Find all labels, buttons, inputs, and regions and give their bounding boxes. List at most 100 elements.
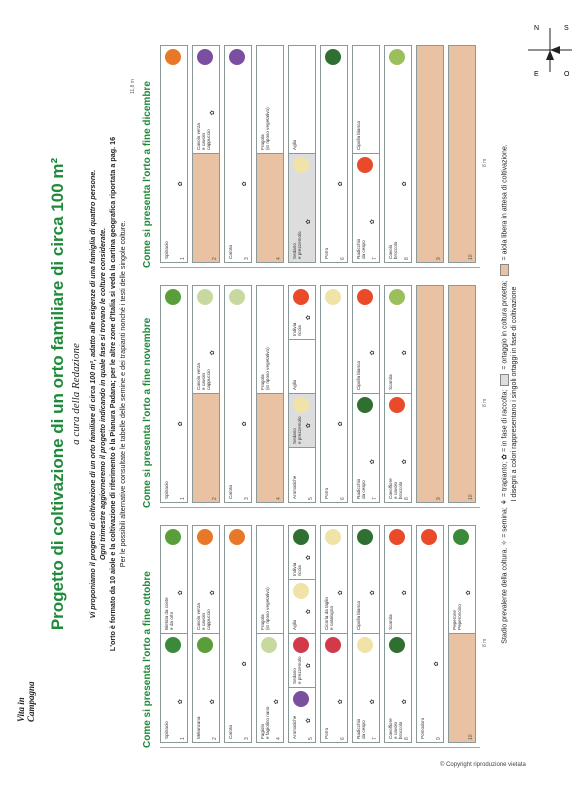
bed-row: 6 Porro ✿ xyxy=(320,285,348,503)
crop-cell: Porro ✿ xyxy=(321,286,347,502)
stage-icon: ✿ xyxy=(178,181,184,187)
stage-icon: ✿ xyxy=(402,181,408,187)
vegetable-illustration-icon xyxy=(421,529,437,545)
stage-icon: ✿ xyxy=(370,350,376,356)
crop-label: Cipolla bianca xyxy=(356,121,361,150)
crop-label: Porro xyxy=(324,487,329,499)
crop-label: Carota xyxy=(228,485,233,499)
vegetable-illustration-icon xyxy=(325,289,341,305)
bed-row: 8 Cavolfiore e cavolo broccolo ✿ Scarola ✿ xyxy=(384,525,412,743)
vegetable-illustration-icon xyxy=(325,637,341,653)
bed-row: 5 Aromatiche ✿ Sedano e prezzemolo ✿ Aglio ✿ In… xyxy=(288,525,316,743)
total-dimension: 11,8 m xyxy=(130,79,136,94)
crop-cell: Porro ✿ xyxy=(321,634,347,742)
free-bed-swatch xyxy=(500,264,509,277)
crop-label: Carota xyxy=(228,245,233,259)
crop-label: Cavolo broccolo xyxy=(388,241,399,259)
crop-cell: Peperone Peperoncino ✿ xyxy=(449,526,475,634)
harvest-icon: ✿ xyxy=(501,454,509,460)
crop-label: Radicchio da cespo xyxy=(356,478,367,499)
crop-label: Sedano e prezzemolo xyxy=(292,656,303,684)
crop-cell: Cavolo verza e cavolo cappuccio ✿ xyxy=(193,286,219,394)
bed-row: 4 Fragola (in riposo vegetativo) xyxy=(256,45,284,263)
bed-row: 6 Porro ✿ Cicoria da taglio e catalogna ✿ xyxy=(320,525,348,743)
crop-label: Sedano e prezzemolo xyxy=(292,231,303,259)
month-panel-1: Come si presenta l'orto a fine ottobre 1 S… xyxy=(142,521,488,748)
crop-label: Bietola da coste e da orto xyxy=(164,597,175,630)
vegetable-illustration-icon xyxy=(389,637,405,653)
crop-cell: Aglio xyxy=(289,340,315,394)
stage-icon: ✿ xyxy=(210,350,216,356)
crop-cell: Scarola ✿ xyxy=(385,286,411,394)
crop-cell xyxy=(417,46,443,262)
crop-label: Aromatiche xyxy=(292,475,297,499)
stage-icon: ✿ xyxy=(370,219,376,225)
crop-label: Cicoria da taglio e catalogna xyxy=(324,597,335,630)
stage-icon: ✿ xyxy=(338,421,344,427)
legend-line-2: I disegni a colori rappresentano i singo… xyxy=(511,286,519,502)
bed-row: 5Sedano e prezzemolo✿Aglio xyxy=(288,45,316,263)
legend-prefix: Stadio prevalente della coltura. xyxy=(501,547,509,644)
panel-title: Come si presenta l'orto a fine novembre xyxy=(142,317,153,508)
bed-row: 1 Spinacio ✿ Bietola da coste e da orto ✿ xyxy=(160,525,188,743)
vegetable-illustration-icon xyxy=(293,691,309,707)
crop-label: Cipolla bianca xyxy=(356,361,361,390)
crop-cell: Cicoria da taglio e catalogna ✿ xyxy=(321,526,347,634)
crop-cell: Bietola da coste e da orto ✿ xyxy=(161,526,187,634)
crop-label: Fragola (in riposo vegetativo) xyxy=(260,347,271,390)
crop-cell: Carota ✿ xyxy=(225,46,251,262)
vegetable-illustration-icon xyxy=(197,289,213,305)
crop-cell: Fragola (in riposo vegetativo) xyxy=(257,46,283,154)
bed-row: 3 Carota ✿ xyxy=(224,45,252,263)
crop-label: Cavolo verza e cavolo cappuccio xyxy=(196,123,212,150)
bed-row: 2 Cavolo verza e cavolo cappuccio ✿ xyxy=(192,45,220,263)
crop-cell: Indivia riccia ✿ xyxy=(289,526,315,580)
vegetable-illustration-icon xyxy=(229,289,245,305)
vegetable-illustration-icon xyxy=(293,583,309,599)
crop-label: Carota xyxy=(228,725,233,739)
stage-icon: ✿ xyxy=(306,219,312,225)
crop-label: Cavolfiore e cavolo broccolo xyxy=(388,718,404,739)
panel-title: Come si presenta l'orto a fine ottobre xyxy=(142,571,153,748)
crop-cell: Aglio ✿ xyxy=(289,580,315,634)
compass-rose: N S E O xyxy=(528,25,572,78)
stage-icon: ✿ xyxy=(338,181,344,187)
crop-cell xyxy=(449,634,475,742)
crop-cell: Pomodoro ✿ xyxy=(417,526,443,742)
bed-row: 9 xyxy=(416,45,444,263)
width-dimension: 8 m xyxy=(482,398,488,407)
crop-label: Cavolfiore e cavolo broccolo xyxy=(388,478,404,499)
crop-cell: Spinacio ✿ xyxy=(161,46,187,262)
intro-line-3: L'orto è formato da 10 aiole e la coltiv… xyxy=(108,136,117,652)
panel-title: Come si presenta l'orto a fine dicembre xyxy=(142,81,153,268)
stage-icon: ✿ xyxy=(370,699,376,705)
bed-row: 7 Radicchio da cespo ✿ Cipolla bianca ✿ xyxy=(352,285,380,503)
stage-icon: ✿ xyxy=(402,699,408,705)
crop-cell: Fagiolo e fagiolino nano ✿ xyxy=(257,634,283,742)
crop-cell: Cavolo verza e cavolo cappuccio ✿ xyxy=(193,46,219,154)
vegetable-illustration-icon xyxy=(229,49,245,65)
crop-cell xyxy=(193,154,219,262)
stage-icon: ✿ xyxy=(402,590,408,596)
vegetable-illustration-icon xyxy=(389,49,405,65)
stage-icon: ✿ xyxy=(178,421,184,427)
crop-cell: Sedano e prezzemolo ✿ xyxy=(289,634,315,688)
crop-cell: Cipolla bianca xyxy=(353,46,379,154)
crop-label: Spinacio xyxy=(164,481,169,499)
vegetable-illustration-icon xyxy=(325,529,341,545)
vegetable-illustration-icon xyxy=(357,529,373,545)
crop-cell: Sedano e prezzemolo ✿ xyxy=(289,154,315,262)
vegetable-illustration-icon xyxy=(261,637,277,653)
seed-icon: ✧ xyxy=(501,539,509,546)
stage-icon: ✿ xyxy=(370,590,376,596)
bed-grid: 1 Spinacio ✿ Bietola da coste e da orto ✿ 2 Me… xyxy=(160,521,488,748)
vegetable-illustration-icon xyxy=(197,529,213,545)
vegetable-illustration-icon xyxy=(389,529,405,545)
rotated-content: Progetto di coltivazione di un orto fami… xyxy=(30,34,550,754)
crop-cell: Aromatiche xyxy=(289,448,315,502)
crop-cell: Cavolo verza e cavolo cappuccio ✿ xyxy=(193,526,219,634)
crop-label: Melanzana xyxy=(196,716,201,739)
crop-label: Spinacio xyxy=(164,721,169,739)
vegetable-illustration-icon xyxy=(293,289,309,305)
